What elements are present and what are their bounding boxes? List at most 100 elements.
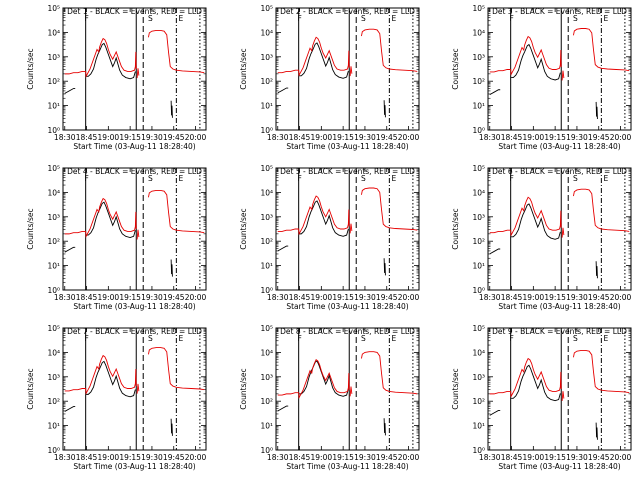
x-tick-label: 18:45 — [76, 133, 98, 142]
x-tick-label: 19:15 — [119, 133, 141, 142]
y-tick-label: 10¹ — [47, 422, 60, 431]
y-tick-label: 10⁵ — [47, 4, 60, 13]
x-tick-label: 20:00 — [610, 133, 632, 142]
chart-panel-det-4: Det 4 - BLACK = Events, RED = LLD 18:30 18… — [26, 164, 207, 311]
y-tick-label: 10² — [47, 397, 60, 406]
x-tick-label: 18:30 — [479, 453, 501, 462]
panel-title: Det 9 - BLACK = Events, RED = LLD — [492, 327, 627, 336]
y-axis-label: Counts/sec — [451, 48, 460, 89]
series-group — [277, 28, 418, 118]
x-tick-label: 18:30 — [267, 453, 289, 462]
y-tick-label: 10³ — [260, 53, 273, 62]
x-tick-label: 20:00 — [398, 133, 420, 142]
series-events-tail — [170, 100, 173, 118]
x-tick-label: 19:45 — [376, 133, 398, 142]
series-group — [64, 30, 205, 118]
x-axis-label: Start Time (03-Aug-11 18:28:40) — [73, 302, 195, 311]
y-axis-label: Counts/sec — [451, 208, 460, 249]
panel-title: Det 3 - BLACK = Events, RED = LLD — [492, 7, 627, 16]
x-tick-label: 18:45 — [76, 453, 98, 462]
y-tick-label: 10⁵ — [47, 324, 60, 333]
x-tick-label: 19:00 — [98, 453, 120, 462]
series-group — [277, 187, 418, 276]
y-tick-label: 10³ — [472, 373, 485, 382]
chart-panel-det-2: Det 2 - BLACK = Events, RED = LLD 18:30 18… — [239, 4, 420, 151]
x-tick-label: 18:45 — [501, 293, 523, 302]
x-tick-label: 20:00 — [398, 293, 420, 302]
x-tick-label: 18:45 — [289, 293, 311, 302]
marker-letter: F — [85, 334, 89, 343]
chart-panel-det-9: Det 9 - BLACK = Events, RED = LLD 18:30 18… — [451, 324, 632, 471]
series-lld-gap-segment — [136, 68, 140, 79]
series-group — [64, 347, 205, 436]
series-events-line — [86, 360, 136, 398]
x-tick-label: 18:45 — [76, 293, 98, 302]
chart-panel-det-3: Det 3 - BLACK = Events, RED = LLD 18:30 18… — [451, 4, 632, 151]
plot-frame — [275, 167, 420, 291]
marker-letter: F — [85, 174, 89, 183]
x-tick-label: 20:00 — [610, 453, 632, 462]
y-tick-label: 10² — [260, 237, 273, 246]
marker-letter: F — [85, 14, 89, 23]
marker-letter: E — [391, 14, 396, 23]
y-tick-label: 10⁰ — [260, 286, 273, 295]
marker-letter: E — [603, 334, 608, 343]
series-lld-gap-segment — [349, 386, 353, 397]
series-lld-line — [64, 354, 137, 395]
y-axis-label: Counts/sec — [239, 48, 248, 89]
x-tick-label: 18:45 — [501, 133, 523, 142]
y-tick-label: 10² — [472, 237, 485, 246]
x-tick-label: 18:45 — [289, 453, 311, 462]
series-events-tail — [170, 418, 173, 436]
series-events-tail — [595, 422, 598, 440]
chart-panel-det-7: Det 7 - BLACK = Events, RED = LLD 18:30 18… — [26, 324, 207, 471]
y-tick-label: 10⁰ — [472, 446, 485, 455]
panel-title: Det 1 - BLACK = Events, RED = LLD — [67, 7, 202, 16]
y-tick-label: 10⁴ — [47, 188, 60, 197]
y-tick-label: 10⁴ — [260, 188, 273, 197]
y-tick-label: 10⁰ — [47, 126, 60, 135]
marker-letter: S — [573, 14, 578, 23]
marker-letter: F — [298, 14, 302, 23]
marker-letter: E — [391, 174, 396, 183]
x-tick-label: 19:15 — [332, 133, 354, 142]
y-tick-label: 10⁰ — [472, 286, 485, 295]
x-tick-label: 19:15 — [119, 293, 141, 302]
series-lld-line-after-gap — [573, 28, 630, 72]
y-tick-label: 10⁵ — [47, 164, 60, 173]
chart-panel-det-6: Det 6 - BLACK = Events, RED = LLD 18:30 18… — [451, 164, 632, 311]
chart-panel-det-1: Det 1 - BLACK = Events, RED = LLD 18:30 18… — [26, 4, 207, 151]
x-tick-label: 19:30 — [141, 133, 163, 142]
x-tick-label: 18:30 — [479, 133, 501, 142]
series-events-tail — [170, 259, 173, 277]
x-tick-label: 20:00 — [185, 293, 207, 302]
x-tick-label: 19:15 — [544, 133, 566, 142]
marker-letter: S — [361, 334, 366, 343]
x-tick-label: 19:00 — [98, 133, 120, 142]
x-tick-label: 19:30 — [354, 453, 376, 462]
marker-letter: E — [178, 14, 183, 23]
series-events-tail — [383, 100, 386, 118]
x-tick-label: 18:45 — [501, 453, 523, 462]
chart-panel-det-5: Det 5 - BLACK = Events, RED = LLD 18:30 18… — [239, 164, 420, 311]
series-lld-line-after-gap — [573, 350, 630, 394]
x-tick-label: 19:00 — [523, 453, 545, 462]
y-tick-label: 10⁰ — [47, 286, 60, 295]
y-tick-label: 10³ — [260, 373, 273, 382]
x-axis-label: Start Time (03-Aug-11 18:28:40) — [498, 142, 620, 151]
y-tick-label: 10¹ — [260, 422, 273, 431]
x-tick-label: 19:30 — [141, 293, 163, 302]
x-tick-label: 19:45 — [588, 133, 610, 142]
plot-frame — [487, 327, 632, 451]
series-events-line — [511, 203, 561, 240]
marker-letter: S — [148, 334, 153, 343]
series-events-line — [299, 360, 349, 397]
series-events-line — [489, 89, 501, 96]
panel-title: Det 2 - BLACK = Events, RED = LLD — [280, 7, 415, 16]
x-tick-label: 19:45 — [588, 293, 610, 302]
x-tick-label: 20:00 — [398, 453, 420, 462]
series-events-line — [64, 246, 76, 253]
x-tick-label: 18:30 — [479, 293, 501, 302]
series-lld-line-after-gap — [573, 188, 630, 232]
